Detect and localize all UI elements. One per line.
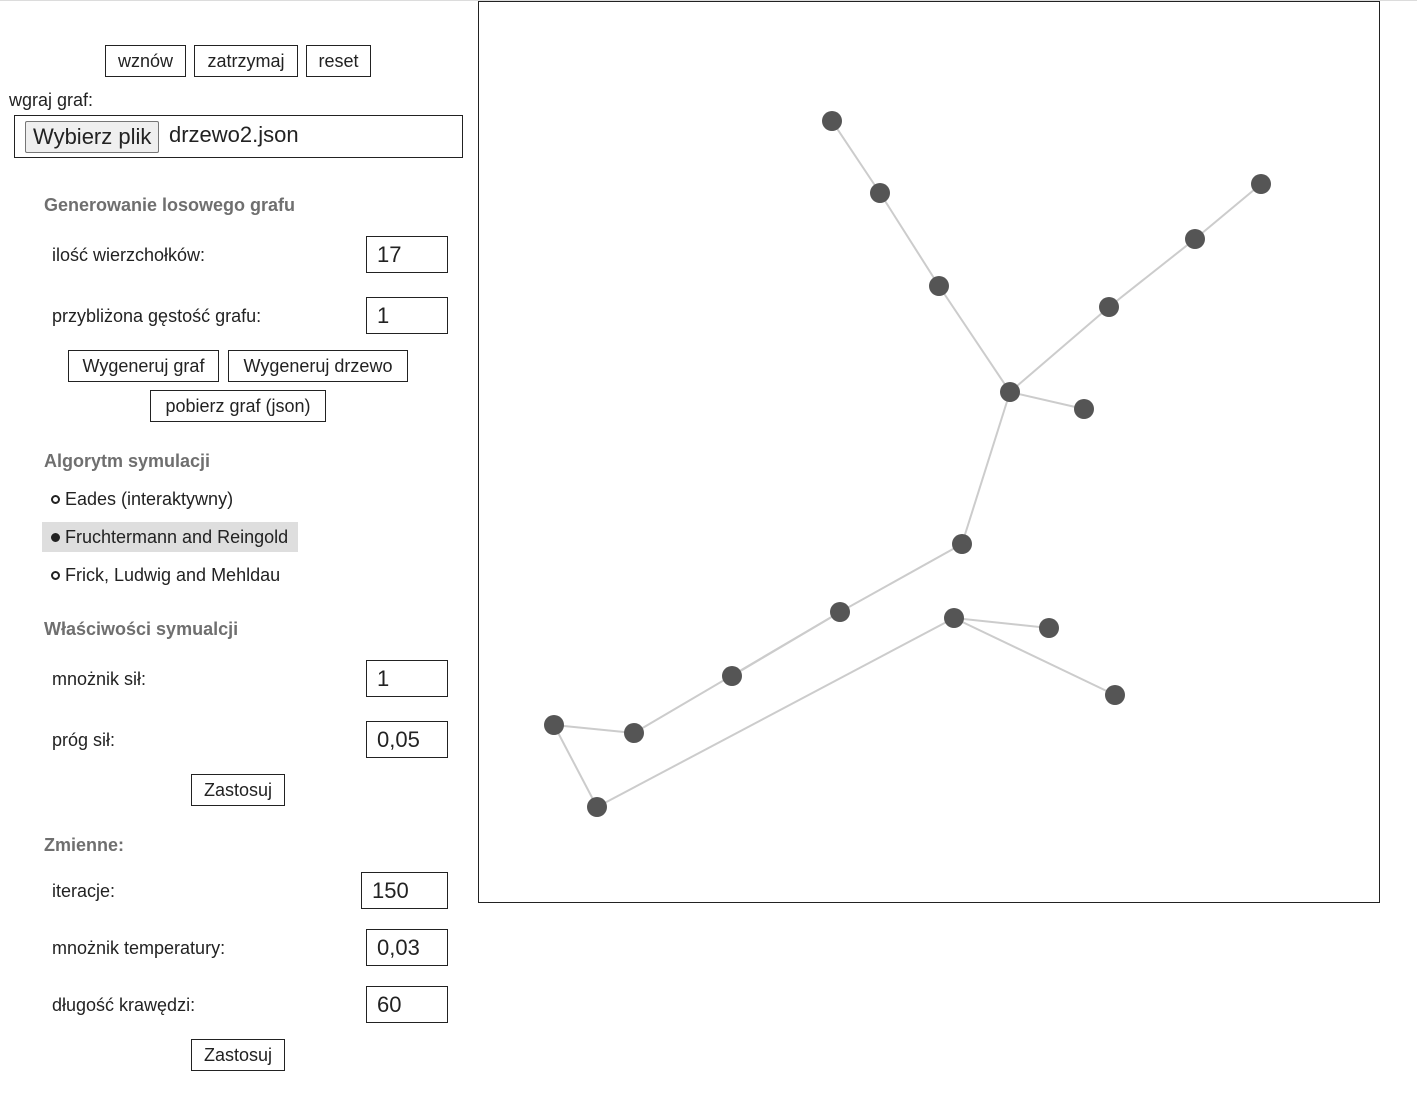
temperature-label: mnożnik temperatury:	[52, 938, 226, 958]
force-threshold-input[interactable]	[366, 721, 448, 758]
graph-node[interactable]	[870, 183, 890, 203]
force-multiplier-label: mnożnik sił:	[52, 669, 147, 689]
algorithm-option-fruchterman-reingold[interactable]: Fruchtermann and Reingold	[42, 522, 299, 552]
file-name: drzewo2.json	[169, 122, 299, 147]
graph-node[interactable]	[1000, 382, 1020, 402]
graph-edge	[1108, 238, 1196, 308]
graph-svg[interactable]	[479, 2, 1379, 902]
top-border	[0, 0, 1417, 1]
algorithm-option-eades[interactable]: Eades (interaktywny)	[42, 484, 243, 514]
iterations-input[interactable]	[361, 872, 448, 909]
pause-button[interactable]: zatrzymaj	[194, 45, 298, 77]
density-label: przybliżona gęstość grafu:	[52, 306, 262, 326]
graph-node[interactable]	[1099, 297, 1119, 317]
force-threshold-label: próg sił:	[52, 730, 116, 750]
apply-properties-button[interactable]: Zastosuj	[191, 774, 285, 806]
properties-section-title: Właściwości symualcji	[44, 619, 239, 639]
graph-node[interactable]	[1039, 618, 1059, 638]
graph-edge	[961, 391, 1011, 545]
graph-node[interactable]	[1074, 399, 1094, 419]
graph-node[interactable]	[722, 666, 742, 686]
graph-edge	[879, 192, 940, 287]
graph-edge	[1009, 306, 1110, 393]
graph-node[interactable]	[1185, 229, 1205, 249]
graph-edge	[553, 724, 598, 808]
vertex-count-input[interactable]	[366, 236, 448, 273]
graph-node[interactable]	[822, 111, 842, 131]
graph-node[interactable]	[1105, 685, 1125, 705]
graph-edge	[831, 120, 881, 194]
choose-file-button[interactable]: Wybierz plik	[25, 121, 160, 153]
algorithm-section-title: Algorytm symulacji	[44, 451, 211, 471]
generate-tree-button[interactable]: Wygeneruj drzewo	[228, 350, 408, 382]
vertex-count-label: ilość wierzchołków:	[52, 245, 206, 265]
edge-length-input[interactable]	[366, 986, 448, 1023]
graph-node[interactable]	[544, 715, 564, 735]
algorithm-option-label: Fruchtermann and Reingold	[65, 526, 289, 547]
file-input[interactable]: Wybierz plik drzewo2.json	[14, 115, 463, 158]
upload-label: wgraj graf:	[9, 90, 94, 110]
graph-node[interactable]	[587, 797, 607, 817]
iterations-label: iteracje:	[52, 881, 116, 901]
graph-canvas[interactable]	[478, 1, 1380, 903]
graph-node[interactable]	[944, 608, 964, 628]
algorithm-option-frick[interactable]: Frick, Ludwig and Mehldau	[42, 560, 290, 590]
reset-button[interactable]: reset	[306, 45, 371, 77]
density-input[interactable]	[366, 297, 448, 334]
generate-section-title: Generowanie losowego grafu	[44, 195, 296, 215]
generate-graph-button[interactable]: Wygeneruj graf	[68, 350, 219, 382]
algorithm-option-label: Frick, Ludwig and Mehldau	[65, 564, 281, 585]
graph-node[interactable]	[1251, 174, 1271, 194]
variables-section-title: Zmienne:	[44, 835, 125, 855]
resume-button[interactable]: wznów	[105, 45, 186, 77]
graph-edge	[938, 285, 1011, 393]
graph-edge	[1009, 391, 1085, 410]
graph-edge	[1194, 183, 1262, 240]
graph-node[interactable]	[929, 276, 949, 296]
graph-node[interactable]	[624, 723, 644, 743]
graph-node[interactable]	[830, 602, 850, 622]
radio-selected-icon	[51, 532, 60, 542]
graph-edge	[953, 617, 1116, 696]
algorithm-option-label: Eades (interaktywny)	[65, 488, 234, 509]
graph-edge	[596, 617, 955, 808]
graph-edge	[553, 724, 635, 734]
apply-variables-button[interactable]: Zastosuj	[191, 1039, 285, 1071]
temperature-input[interactable]	[366, 929, 448, 966]
edge-length-label: długość krawędzi:	[52, 995, 196, 1015]
graph-edge	[839, 543, 963, 613]
radio-icon	[51, 570, 60, 580]
graph-edge	[953, 617, 1050, 629]
graph-node[interactable]	[952, 534, 972, 554]
download-graph-button[interactable]: pobierz graf (json)	[150, 390, 326, 422]
force-multiplier-input[interactable]	[366, 660, 448, 697]
radio-icon	[51, 494, 60, 504]
